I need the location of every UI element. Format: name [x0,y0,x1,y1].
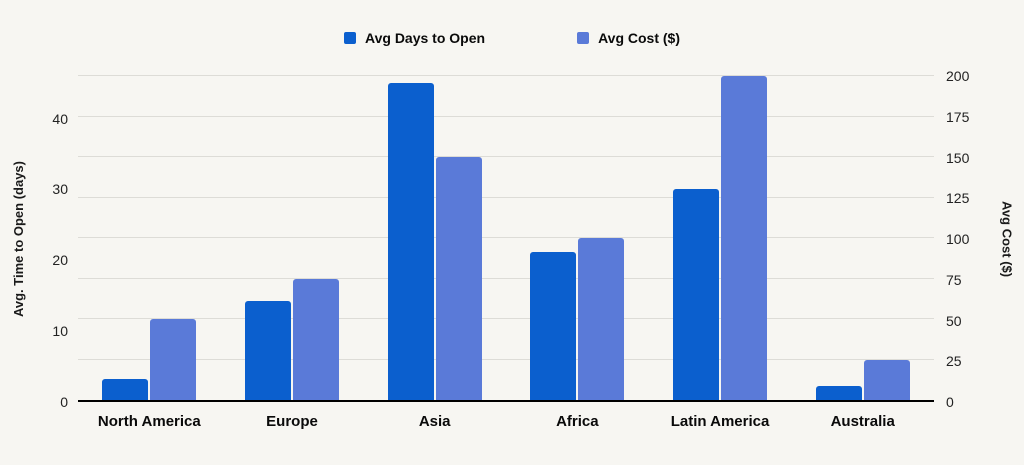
bar-avg-cost-australia [863,359,910,400]
tick-label: 50 [946,312,962,329]
bar-avg-days-to-open-africa [530,252,577,400]
bar-group-australia [791,76,934,400]
bar-avg-days-to-open-north-america [102,378,149,400]
tick-label: 0 [60,394,68,410]
bars [78,76,934,400]
left-axis-title: Avg. Time to Open (days) [0,76,36,402]
legend-item-avg-days-to-open: Avg Days to Open [344,30,485,46]
bar-avg-days-to-open-asia [387,83,434,400]
bar-avg-cost-europe [293,278,339,400]
bar-avg-days-to-open-latin-america [673,188,720,400]
bar-avg-days-to-open-australia [815,385,862,400]
tick-label: 175 [946,108,970,125]
gridline [78,358,934,360]
bar-group-latin-america [649,76,792,400]
bar-avg-cost-north-america [150,319,197,400]
x-label-africa: Africa [556,413,599,430]
tick-label: 0 [946,394,954,410]
bar-avg-days-to-open-europe [245,301,291,400]
x-label-europe: Europe [266,413,318,430]
tick-label: 25 [946,353,962,370]
tick-label: 75 [946,271,962,288]
legend-label: Avg Cost ($) [598,30,680,46]
right-axis-title: Avg Cost ($) [990,76,1024,402]
tick-label: 200 [946,68,970,84]
gridline [78,156,934,157]
tick-label: 20 [52,252,68,269]
right-axis-ticks: 0 25 50 75 100 125 150 175 200 [934,68,990,410]
bar-avg-cost-asia [435,157,482,400]
gridline [78,196,934,198]
gridline [78,75,934,76]
tick-label: 40 [52,110,68,127]
bar-avg-cost-africa [578,238,625,400]
gridline [78,237,934,238]
left-axis-ticks: 0 10 20 30 40 [36,76,78,410]
tick-label: 125 [946,190,970,207]
x-axis-labels: North America Europe Asia Africa Latin Ameri… [78,402,934,448]
chart-body: Avg. Time to Open (days) 0 10 20 30 40 0 25 50… [0,68,1024,448]
legend-swatch-icon [577,32,590,44]
legend-swatch-icon [344,32,356,44]
tick-label: 30 [52,181,68,198]
x-label-asia: Asia [418,413,451,430]
tick-label: 150 [946,149,970,166]
bar-group-europe [221,76,364,400]
gridline [78,318,934,319]
legend-label: Avg Days to Open [365,30,486,46]
legend-item-avg-cost: Avg Cost ($) [577,30,680,46]
gridline [78,277,934,279]
bar-avg-cost-latin-america [721,76,768,400]
gridline [78,115,934,117]
left-axis-title-text: Avg. Time to Open (days) [10,160,26,318]
x-label-australia: Australia [830,413,895,430]
bar-group-asia [363,76,506,400]
plot-area [78,75,934,402]
tick-label: 10 [52,323,68,340]
x-label-north-america: North America [97,413,201,430]
bars-layer [78,76,934,400]
right-axis-title-text: Avg Cost ($) [999,200,1015,278]
tick-label: 100 [946,231,970,247]
chart-legend: Avg Days to Open Avg Cost ($) [0,28,1024,48]
bar-group-africa [506,76,649,400]
x-label-latin-america: Latin America [670,413,770,430]
bar-group-north-america [78,76,221,400]
